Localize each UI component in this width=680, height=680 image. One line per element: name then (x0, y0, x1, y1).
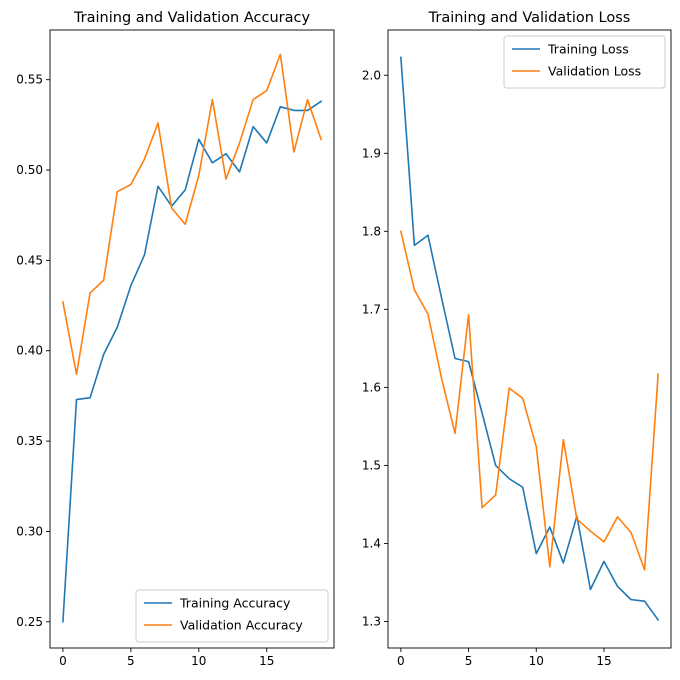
y-tick-label: 0.40 (16, 344, 43, 358)
x-tick-label: 0 (397, 654, 405, 668)
y-tick-label: 0.50 (16, 163, 43, 177)
axes-frame (49, 29, 335, 649)
y-tick-label: 0.25 (16, 615, 43, 629)
y-tick-label: 1.5 (362, 458, 381, 472)
x-tick-label: 10 (191, 654, 206, 668)
x-tick-label: 15 (259, 654, 274, 668)
y-tick-label: 2.0 (362, 68, 381, 82)
y-tick-label: 0.30 (16, 524, 43, 538)
legend-label: Training Loss (547, 42, 629, 57)
loss-chart-title: Training and Validation Loss (428, 10, 631, 26)
legend: Training Loss Validation Loss (503, 35, 666, 89)
legend: Training Accuracy Validation Accuracy (135, 589, 329, 643)
series-line-training-accuracy (62, 100, 323, 623)
y-tick-label: 1.4 (362, 536, 381, 550)
accuracy-chart-title: Training and Validation Accuracy (73, 10, 311, 26)
y-tick-label: 1.6 (362, 380, 381, 394)
legend-box (503, 35, 666, 89)
y-tick-label: 0.55 (16, 73, 43, 87)
legend-box (135, 589, 329, 643)
x-tick-label: 10 (529, 654, 544, 668)
y-tick-label: 1.7 (362, 302, 381, 316)
loss-chart: Training and Validation Loss 0 5 10 15 1.3 1.4… (362, 10, 672, 668)
y-tick-label: 1.3 (362, 614, 381, 628)
accuracy-chart: Training and Validation Accuracy 0 5 10 15 0.… (16, 10, 335, 668)
y-tick-label: 0.35 (16, 434, 43, 448)
series-line-validation-loss (399, 230, 659, 571)
x-tick-label: 5 (127, 654, 135, 668)
series-line-training-loss (400, 56, 660, 622)
x-tick-label: 5 (465, 654, 473, 668)
legend-label: Training Accuracy (179, 596, 291, 611)
series-line-validation-accuracy (61, 53, 323, 376)
legend-label: Validation Accuracy (180, 618, 303, 633)
y-tick-label: 1.8 (362, 224, 381, 238)
x-tick-label: 0 (59, 654, 67, 668)
legend-label: Validation Loss (548, 64, 641, 79)
axes-frame (387, 29, 672, 649)
y-tick-label: 1.9 (362, 146, 381, 160)
x-tick-label: 15 (596, 654, 611, 668)
y-tick-label: 0.45 (16, 253, 43, 267)
